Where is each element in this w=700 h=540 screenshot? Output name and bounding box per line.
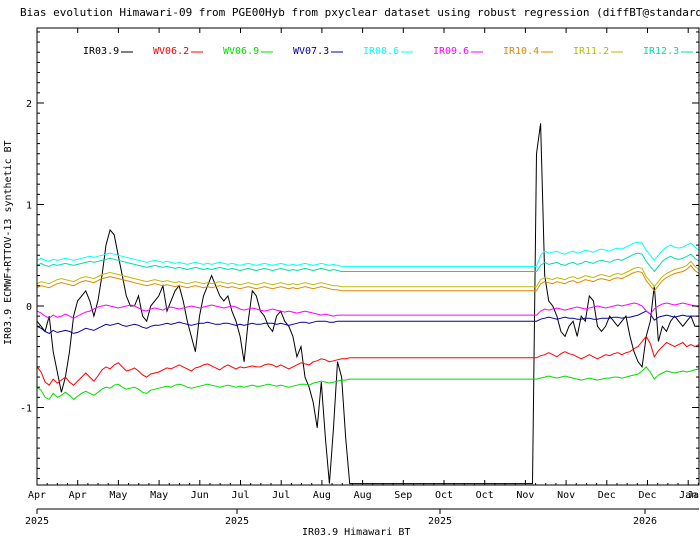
series-line-ir086: [37, 241, 699, 267]
legend-label: IR09.6: [433, 46, 469, 57]
x-tick-label: Jan: [679, 490, 697, 501]
x-tick-label: Ja: [687, 490, 699, 501]
x-tick-label: Nov: [516, 490, 534, 501]
series-line-ir096: [37, 302, 699, 319]
legend-label: WV06.2: [153, 46, 189, 57]
year-label: 2026: [633, 516, 657, 527]
legend-label: IR12.3: [643, 46, 679, 57]
x-axis-label: IR03.9 Himawari BT: [302, 527, 410, 538]
x-tick-label: Jul: [272, 490, 290, 501]
x-tick-label: Nov: [557, 490, 575, 501]
y-tick-label: -1: [20, 404, 32, 415]
x-tick-label: Sep: [394, 490, 412, 501]
year-label: 2025: [25, 516, 49, 527]
series-line-ir112: [37, 260, 699, 288]
series-line-ir123: [37, 252, 699, 273]
y-tick-label: 0: [26, 302, 32, 313]
legend-label: IR03.9: [83, 46, 119, 57]
series-layer: [37, 123, 699, 485]
x-tick-label: Oct: [476, 490, 494, 501]
x-tick-label: May: [150, 490, 168, 501]
x-tick-label: Aug: [313, 490, 331, 501]
y-tick-label: 2: [26, 99, 32, 110]
series-line-wv073: [37, 310, 699, 334]
series-line-wv062: [37, 335, 699, 386]
legend-label: IR08.6: [363, 46, 399, 57]
chart-title: Bias evolution Himawari-09 from PGE00Hyb…: [20, 6, 700, 19]
y-axis-label: IR03.9 ECMWF+RTTOV-13 synthetic BT: [3, 140, 14, 345]
x-tick-label: Apr: [69, 490, 87, 501]
x-tick-label: Apr: [28, 490, 46, 501]
plot-frame: [36, 27, 700, 486]
series-line-ir039: [37, 123, 699, 485]
x-tick-label: Jul: [231, 490, 249, 501]
x-tick-label: Oct: [435, 490, 453, 501]
y-tick-label: 1: [26, 201, 32, 212]
x-tick-label: Dec: [638, 490, 656, 501]
axes: -1 0 1 2 Apr Apr May May Jun Jul Jul Aug Aug Sep Oct Oc…: [20, 28, 699, 527]
x-tick-label: Jun: [191, 490, 209, 501]
series-line-ir104: [37, 264, 699, 292]
legend: IR03.9 WV06.2 WV06.9 WV07.3 IR08.6 IR09.6 IR10…: [83, 46, 693, 57]
x-tick-label: Aug: [354, 490, 372, 501]
year-label: 2025: [225, 516, 249, 527]
legend-label: IR11.2: [573, 46, 609, 57]
legend-label: WV07.3: [293, 46, 329, 57]
legend-label: WV06.9: [223, 46, 259, 57]
year-label: 2025: [428, 516, 452, 527]
series-line-wv069: [37, 366, 699, 401]
x-tick-label: Dec: [598, 490, 616, 501]
x-tick-label: May: [109, 490, 127, 501]
legend-label: IR10.4: [503, 46, 539, 57]
